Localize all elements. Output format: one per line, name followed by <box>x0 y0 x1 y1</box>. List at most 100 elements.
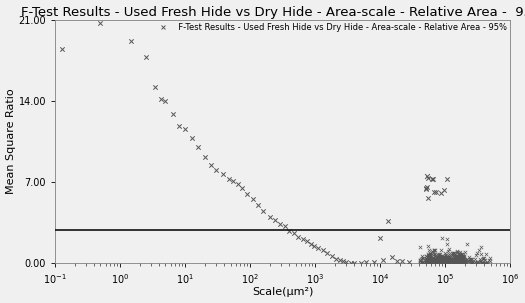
Point <box>440 256 449 261</box>
Point <box>458 258 467 263</box>
Point <box>430 248 438 253</box>
Point <box>458 257 466 262</box>
Point <box>440 259 449 264</box>
Point <box>452 261 460 265</box>
Point <box>457 257 466 262</box>
Point <box>459 258 467 263</box>
Point <box>434 257 443 262</box>
Point <box>429 256 437 261</box>
Point <box>259 209 268 214</box>
Point <box>436 251 444 256</box>
Point <box>453 255 461 260</box>
Point <box>449 259 457 264</box>
Point <box>446 253 455 258</box>
Point <box>445 261 454 265</box>
Point <box>439 260 447 265</box>
Point <box>427 261 435 265</box>
Point <box>453 254 461 258</box>
Point <box>422 258 430 263</box>
Point <box>457 255 465 260</box>
Point <box>436 260 444 265</box>
Point <box>435 254 444 258</box>
Point <box>427 260 435 265</box>
Point <box>446 256 454 261</box>
Point <box>450 261 458 265</box>
Point <box>474 259 482 264</box>
Point <box>425 261 433 266</box>
Point <box>280 224 289 228</box>
Point <box>446 260 454 265</box>
Point <box>449 260 458 265</box>
Point <box>430 260 438 265</box>
Point <box>459 261 468 265</box>
Point <box>458 251 467 256</box>
Point <box>430 260 438 265</box>
Point <box>434 253 443 258</box>
Point <box>456 261 465 265</box>
Point <box>450 257 459 261</box>
Point <box>455 257 464 262</box>
Point <box>426 252 434 257</box>
Point <box>424 257 432 262</box>
Point <box>427 256 435 261</box>
Point <box>442 261 450 265</box>
Point <box>424 255 433 260</box>
Point <box>422 260 430 265</box>
Point <box>460 258 469 263</box>
Point <box>188 135 197 140</box>
Point <box>356 260 365 265</box>
Point <box>428 260 437 265</box>
Point <box>454 256 463 261</box>
Point <box>444 248 452 253</box>
Point <box>444 261 453 265</box>
Point <box>459 254 467 258</box>
Point <box>418 255 427 260</box>
Point <box>161 98 170 103</box>
Point <box>447 259 455 264</box>
Point <box>449 260 457 265</box>
Point <box>426 251 434 255</box>
Point <box>458 258 466 263</box>
Point <box>432 259 440 264</box>
Point <box>424 256 433 261</box>
Point <box>425 255 433 260</box>
Point <box>458 260 467 265</box>
Point <box>445 258 453 263</box>
Point <box>303 239 311 244</box>
Point <box>455 255 463 260</box>
Point <box>476 261 485 265</box>
Point <box>430 260 438 265</box>
Point <box>446 259 455 264</box>
Point <box>328 254 336 259</box>
Point <box>439 258 448 262</box>
Point <box>426 256 434 261</box>
Point <box>438 258 447 263</box>
Point <box>201 154 209 159</box>
Point <box>447 258 456 263</box>
Point <box>426 255 434 260</box>
Point <box>437 261 446 265</box>
Point <box>424 257 432 262</box>
Point <box>455 261 464 265</box>
Point <box>459 260 468 265</box>
Point <box>446 258 454 263</box>
Point <box>443 258 452 263</box>
Point <box>449 259 458 264</box>
Point <box>454 258 463 262</box>
Point <box>426 257 434 262</box>
Point <box>438 260 446 265</box>
Point <box>425 253 433 258</box>
Point <box>433 256 442 261</box>
Point <box>456 261 464 266</box>
Point <box>450 260 458 265</box>
Point <box>151 85 160 89</box>
Point <box>423 258 431 262</box>
Point <box>449 258 458 263</box>
Point <box>376 235 384 240</box>
Point <box>455 255 463 259</box>
Point <box>422 259 430 264</box>
Point <box>463 260 471 265</box>
Point <box>445 260 454 265</box>
Point <box>436 258 445 263</box>
Point <box>455 257 464 262</box>
